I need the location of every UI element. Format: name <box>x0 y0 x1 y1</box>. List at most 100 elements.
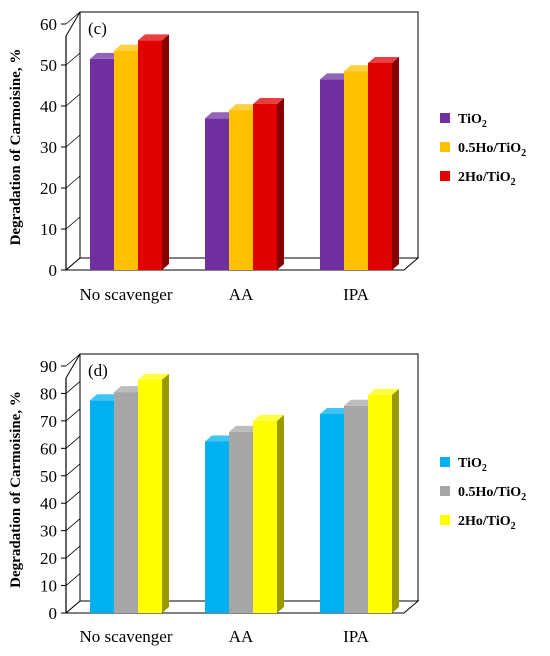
legend-swatch <box>440 486 450 496</box>
bar-front <box>138 379 162 613</box>
x-tick-label: No scavenger <box>80 627 173 646</box>
y-tick-depth <box>65 463 81 477</box>
bar-top <box>114 44 145 51</box>
left-wall-top-edge <box>65 353 81 379</box>
legend-entry: 0.5Ho/TiO2 <box>458 141 526 159</box>
y-tick-label: 80 <box>40 384 57 403</box>
y-tick-label: 0 <box>49 604 58 623</box>
bar-side <box>277 97 284 270</box>
y-tick-depth <box>65 52 81 66</box>
y-tick-label: 10 <box>40 577 57 596</box>
y-axis-title: Degradation of Carmoisine, % <box>8 391 24 588</box>
panel-label: (d) <box>88 361 108 380</box>
x-tick-label: AA <box>229 285 254 304</box>
y-tick-depth <box>65 11 81 25</box>
bar-front <box>253 420 277 613</box>
y-tick-depth <box>65 408 81 422</box>
left-wall-top-edge <box>65 11 81 37</box>
bar-front <box>344 71 368 271</box>
legend-swatch <box>440 142 450 152</box>
bar-top <box>320 73 351 80</box>
bar-top <box>138 34 169 41</box>
y-tick-label: 90 <box>40 357 57 376</box>
y-tick-depth <box>65 490 81 504</box>
bar-front <box>344 405 368 613</box>
legend-swatch <box>440 113 450 123</box>
bar-front <box>368 394 392 613</box>
y-tick-label: 20 <box>40 549 57 568</box>
bar-front <box>138 40 162 271</box>
chart-d: 0 10 20 30 40 50 60 70 80 90 Degradation of Carmoi… <box>8 353 526 646</box>
legend-swatch <box>440 457 450 467</box>
y-tick-depth <box>65 381 81 394</box>
legend-entry: TiO2 <box>458 456 487 474</box>
panel-label: (c) <box>88 19 107 38</box>
bar-front <box>229 431 253 613</box>
bar-top <box>253 414 284 421</box>
y-tick-depth <box>65 216 81 230</box>
x-tick-label: IPA <box>343 627 370 646</box>
bar-side <box>162 373 169 613</box>
x-tick-label: IPA <box>343 285 370 304</box>
bar-side <box>392 388 399 613</box>
bar-front <box>90 58 114 270</box>
legend-swatch <box>440 171 450 181</box>
bar-top <box>253 97 284 104</box>
y-tick-depth <box>65 175 81 189</box>
bar-front <box>229 110 253 270</box>
y-tick-depth <box>65 436 81 449</box>
bar-top <box>229 104 260 111</box>
y-tick-label: 30 <box>40 138 57 157</box>
bar-top <box>229 425 260 432</box>
y-tick-depth <box>65 134 81 148</box>
bar-top <box>138 373 169 380</box>
y-tick-label: 0 <box>49 261 58 280</box>
bar-top <box>320 408 351 415</box>
y-tick-depth <box>65 257 81 271</box>
bar-front <box>253 103 277 270</box>
legend-swatch <box>440 515 450 525</box>
x-tick-label: AA <box>229 627 254 646</box>
y-tick-label: 40 <box>40 494 57 513</box>
bar-front <box>368 62 392 271</box>
bar-top <box>205 435 236 442</box>
legend-entry: 2Ho/TiO2 <box>458 514 516 532</box>
y-tick-label: 50 <box>40 467 57 486</box>
x-tick-label: No scavenger <box>80 285 173 304</box>
legend-entry: 0.5Ho/TiO2 <box>458 485 526 503</box>
bar-front <box>90 400 114 613</box>
bar-front <box>205 441 229 613</box>
bar-top <box>90 52 121 59</box>
legend-entry: 2Ho/TiO2 <box>458 170 516 188</box>
y-tick-label: 60 <box>40 15 57 34</box>
y-tick-label: 50 <box>40 56 57 75</box>
y-tick-label: 10 <box>40 220 57 239</box>
bar-top <box>114 386 145 393</box>
y-tick-depth <box>65 93 81 107</box>
bar-top <box>344 399 375 406</box>
bar-top <box>368 388 399 395</box>
y-tick-depth <box>65 600 81 614</box>
bar-front <box>320 79 344 270</box>
y-tick-depth <box>65 573 81 586</box>
bar-front <box>205 118 229 270</box>
bar-side <box>162 34 169 271</box>
legend-entry: TiO2 <box>458 112 487 130</box>
bar-top <box>205 112 236 119</box>
y-tick-depth <box>65 518 81 531</box>
y-tick-depth <box>65 353 81 367</box>
bar-top <box>90 394 121 401</box>
y-tick-label: 70 <box>40 412 57 431</box>
bar-front <box>114 50 138 271</box>
y-tick-depth <box>65 545 81 559</box>
y-tick-label: 40 <box>40 97 57 116</box>
bar-top <box>368 56 399 63</box>
bar-side <box>277 414 284 613</box>
y-tick-label: 60 <box>40 439 57 458</box>
bar-side <box>392 56 399 271</box>
y-axis-title: Degradation of Carmoisine, % <box>8 49 24 246</box>
bar-front <box>114 392 138 613</box>
chart-c: 0 10 20 30 40 50 60 Degradation of Carmoisine, … <box>8 11 526 304</box>
